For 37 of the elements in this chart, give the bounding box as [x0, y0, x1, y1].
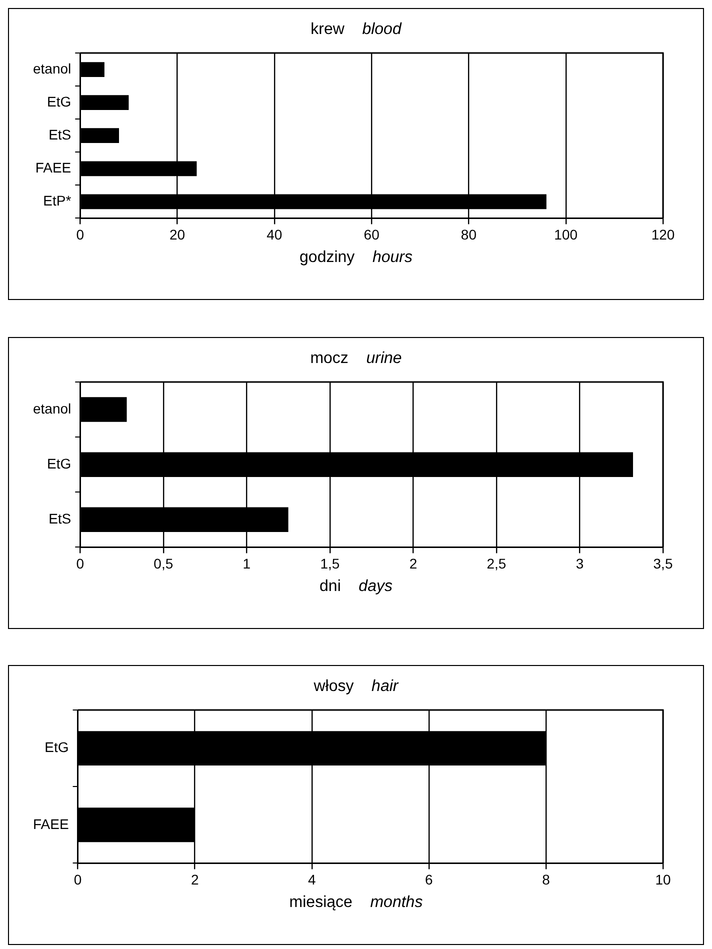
chart-title: krew blood [310, 21, 402, 38]
x-tick-label: 0 [76, 226, 84, 242]
x-tick-label: 80 [460, 226, 477, 242]
y-tick-label: FAEE [35, 160, 72, 176]
x-tick-label: 2 [409, 555, 418, 572]
y-tick-label: EtG [44, 739, 69, 756]
x-tick-label: 1,5 [320, 555, 340, 572]
x-axis-title: godziny hours [300, 249, 412, 266]
y-tick-label: EtS [48, 126, 72, 142]
x-tick-label: 20 [170, 226, 186, 242]
x-axis-title: miesiące months [289, 894, 423, 911]
x-tick-label: 120 [651, 226, 675, 242]
x-tick-label: 2,5 [486, 555, 506, 572]
x-tick-label: 3 [576, 555, 584, 572]
x-tick-label: 60 [364, 226, 380, 242]
y-tick-label: FAEE [32, 816, 69, 832]
x-tick-label: 8 [542, 871, 550, 888]
y-tick-label: EtG [47, 93, 72, 110]
x-tick-label: 10 [655, 871, 671, 888]
x-tick-label: 0,5 [154, 555, 174, 572]
x-axis-title: dni days [320, 578, 392, 595]
y-tick-label: EtG [47, 455, 72, 472]
y-tick-label: etanol [32, 60, 72, 76]
x-tick-label: 4 [308, 871, 316, 888]
y-tick-label: EtP* [43, 192, 72, 209]
chart-title: mocz urine [310, 350, 402, 367]
chart-title: włosy hair [314, 678, 398, 695]
x-tick-label: 40 [266, 226, 282, 242]
x-tick-label: 2 [190, 871, 199, 888]
x-tick-label: 0 [74, 871, 82, 888]
x-tick-label: 6 [425, 871, 434, 888]
x-tick-label: 1 [242, 555, 251, 572]
y-tick-label: etanol [32, 400, 72, 416]
y-tick-label: EtS [48, 510, 72, 527]
x-tick-label: 3,5 [653, 555, 673, 572]
x-tick-label: 0 [76, 555, 84, 572]
x-tick-label: 100 [554, 226, 578, 242]
